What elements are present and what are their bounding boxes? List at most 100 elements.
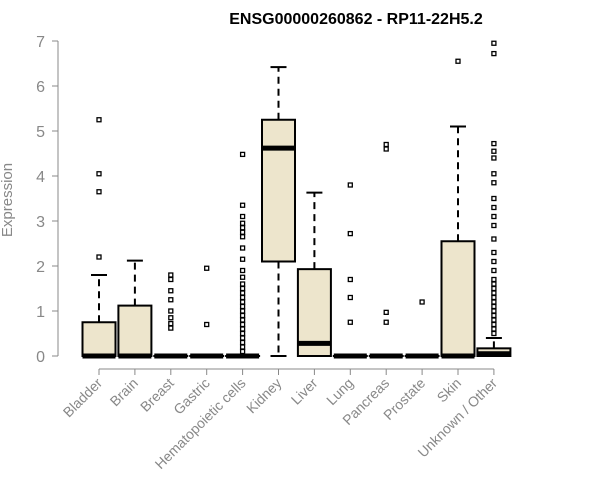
outlier-point (239, 285, 246, 292)
outlier-point (491, 155, 497, 161)
y-tick-label: 4 (36, 169, 45, 186)
outlier-point (239, 321, 246, 328)
outlier-point (491, 281, 497, 287)
outlier-point (491, 148, 497, 154)
outlier-point (239, 220, 246, 226)
outlier-point (96, 117, 102, 123)
outlier-point (239, 303, 246, 310)
outlier-point (239, 213, 246, 220)
outlier-point (491, 222, 497, 229)
outlier-point (168, 315, 174, 321)
outlier-point (96, 189, 102, 195)
outlier-point (168, 272, 174, 278)
box-group (261, 66, 296, 357)
outlier-point (239, 267, 246, 274)
y-tick-label: 6 (36, 79, 45, 96)
outlier-point (168, 288, 174, 294)
outlier-point (491, 40, 497, 46)
x-tick-label: Skin (434, 375, 465, 406)
outlier-point (239, 317, 246, 323)
outlier-point (491, 276, 497, 283)
outlier-point (239, 330, 246, 337)
box-group (225, 151, 261, 359)
outlier-point (239, 274, 246, 280)
outlier-point (239, 256, 246, 262)
outlier-point (239, 326, 246, 332)
y-tick-label: 7 (36, 34, 45, 51)
outlier-point (239, 225, 246, 231)
outlier-point (491, 236, 497, 242)
y-tick-label: 2 (36, 259, 45, 276)
x-tick-label: Kidney (243, 375, 285, 417)
outlier-point (239, 308, 246, 314)
outlier-point (96, 171, 102, 177)
box-group (117, 259, 153, 359)
box-group (476, 40, 512, 358)
outlier-point (491, 285, 497, 292)
box-body (261, 118, 296, 263)
outlier-point (204, 321, 210, 328)
outlier-point (491, 303, 497, 310)
outlier-point (491, 249, 497, 256)
box-group (440, 58, 476, 359)
outlier-point (491, 317, 497, 323)
outlier-point (239, 245, 246, 251)
box-body (117, 304, 153, 358)
outlier-point (239, 299, 246, 305)
box-group (81, 117, 117, 359)
y-axis-label: Expression (0, 163, 16, 237)
outlier-point (239, 151, 246, 158)
box-body (81, 321, 117, 357)
outlier-point (168, 320, 174, 327)
outlier-point (383, 146, 389, 152)
outlier-point (204, 265, 210, 271)
outlier-point (491, 308, 497, 314)
outlier-point (168, 297, 174, 303)
outlier-point (491, 321, 497, 328)
outlier-point (239, 335, 246, 341)
boxes-layer (81, 40, 512, 359)
outlier-point (168, 276, 174, 283)
x-tick-label: Bladder (60, 375, 106, 421)
outlier-point (347, 294, 353, 301)
outlier-point (419, 299, 425, 305)
box-group (153, 272, 189, 359)
outlier-point (491, 326, 497, 332)
outlier-point (239, 234, 246, 240)
outlier-point (491, 213, 497, 220)
outlier-point (491, 195, 497, 202)
outlier-point (347, 230, 353, 237)
outlier-point (239, 202, 246, 208)
x-tick-label: Breast (137, 375, 177, 415)
outlier-point (491, 267, 497, 274)
outlier-point (455, 58, 461, 64)
outlier-point (491, 330, 497, 337)
box-group (189, 265, 225, 359)
outlier-point (383, 141, 389, 148)
outlier-point (347, 276, 353, 283)
y-tick-label: 1 (36, 304, 45, 321)
outlier-point (491, 140, 497, 147)
box-group (368, 141, 404, 359)
outlier-point (168, 325, 174, 331)
outlier-point (491, 312, 497, 319)
outlier-point (491, 180, 497, 186)
outlier-point (491, 204, 497, 211)
outlier-point (347, 319, 353, 325)
y-tick-label: 0 (36, 349, 45, 366)
chart-title: ENSG00000260862 - RP11-22H5.2 (229, 11, 483, 28)
x-tick-label: Brain (107, 375, 141, 409)
box-group (332, 182, 368, 359)
outlier-point (491, 171, 497, 177)
outlier-point (491, 294, 497, 301)
x-tick-label: Liver (288, 375, 321, 408)
box-body (440, 240, 476, 357)
outlier-point (239, 294, 246, 301)
outlier-point (239, 229, 246, 235)
outlier-point (383, 319, 389, 325)
outlier-point (491, 258, 497, 265)
outlier-point (239, 339, 246, 346)
outlier-point (239, 281, 246, 287)
